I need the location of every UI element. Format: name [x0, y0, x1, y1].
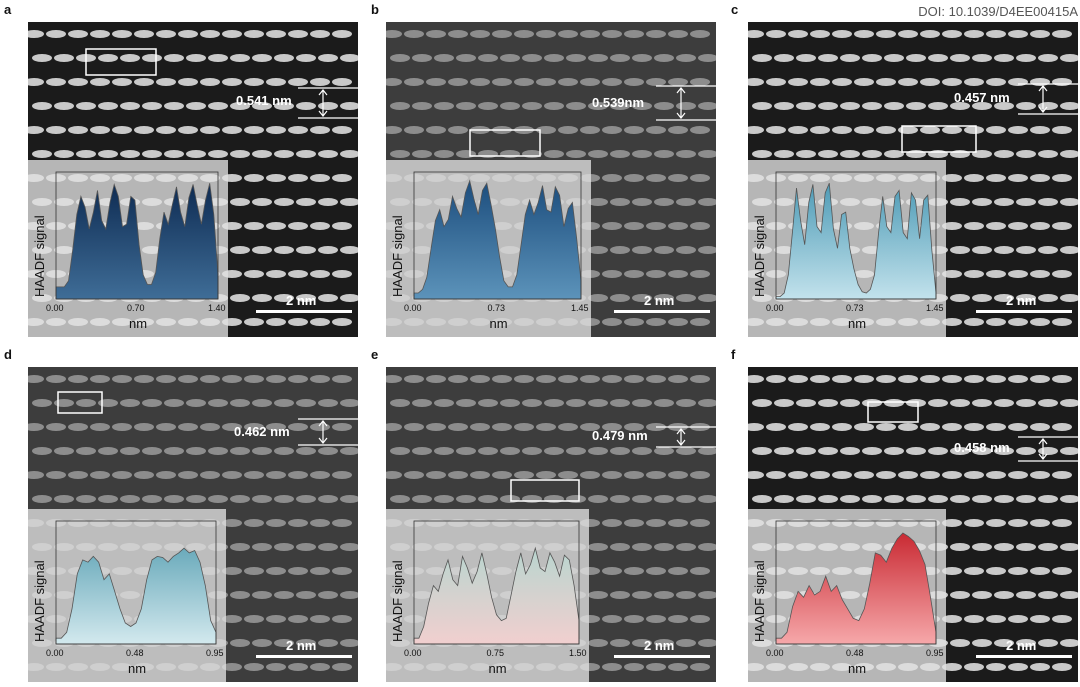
x-tick-label: 1.45	[571, 303, 589, 313]
intensity-profile-inset: 0.00 0.48 0.95 nm HAADF signal	[748, 509, 946, 682]
intensity-profile-plot	[775, 520, 937, 645]
intensity-profile-inset: 0.00 0.73 1.45 nm HAADF signal	[386, 160, 591, 337]
scale-bar-label: 2 nm	[644, 638, 675, 653]
lattice-spacing-label: 0.457 nm	[954, 90, 1010, 105]
x-tick-label: 0.00	[46, 648, 64, 658]
x-axis-label: nm	[489, 316, 508, 331]
x-tick-label: 0.95	[926, 648, 944, 658]
plot-frame	[775, 171, 937, 300]
x-tick-label: 0.00	[404, 303, 422, 313]
x-tick-label: 0.48	[846, 648, 864, 658]
profile-area	[413, 546, 580, 645]
plot-frame	[55, 171, 219, 300]
x-tick-label: 0.00	[46, 303, 64, 313]
panel-a-label: a	[4, 2, 12, 17]
panel-e-label: e	[371, 347, 379, 362]
lattice-spacing-label: 0.479 nm	[592, 428, 648, 443]
y-axis-label: HAADF signal	[32, 215, 47, 297]
intensity-profile-plot	[413, 520, 580, 645]
panel-e-image: 0.479 nm 2 nm 0.00 0.75 1.50 nm HAADF signal	[386, 367, 716, 682]
x-tick-label: 1.50	[569, 648, 587, 658]
lattice-spacing-label: 0.462 nm	[234, 424, 290, 439]
x-tick-label: 0.00	[404, 648, 422, 658]
intensity-profile-inset: 0.00 0.73 1.45 nm HAADF signal	[748, 160, 946, 337]
scale-bar-label: 2 nm	[286, 293, 317, 308]
profile-area	[775, 183, 937, 300]
panel-d-label: d	[4, 347, 12, 362]
y-axis-label: HAADF signal	[752, 215, 767, 297]
plot-frame	[55, 520, 217, 645]
doi-text: DOI: 10.1039/D4EE00415A	[918, 4, 1078, 19]
x-tick-label: 0.73	[487, 303, 506, 313]
intensity-profile-plot	[55, 171, 219, 300]
lattice-spacing-label: 0.539nm	[592, 95, 645, 110]
x-tick-label: 0.70	[127, 303, 145, 313]
profile-area	[55, 547, 217, 645]
x-tick-label: 0.48	[126, 648, 144, 658]
panel-f-image: 0.458 nm 2 nm 0.00 0.48 0.95 nm HAADF signal	[748, 367, 1078, 682]
profile-area	[55, 182, 219, 300]
y-axis-label: HAADF signal	[390, 215, 405, 297]
intensity-profile-inset: 0.00 0.70 1.40 nm HAADF signal	[28, 160, 228, 337]
scale-bar	[614, 655, 710, 658]
x-tick-label: 0.00	[766, 648, 784, 658]
x-axis-label: nm	[128, 661, 147, 676]
y-axis-label: HAADF signal	[390, 560, 405, 642]
intensity-profile-inset: 0.00 0.48 0.95 nm HAADF signal	[28, 509, 226, 682]
panel-d-image: 0.462 nm 2 nm 0.00 0.48 0.95 nm HAADF signal	[28, 367, 358, 682]
scale-bar-label: 2 nm	[1006, 293, 1037, 308]
scale-bar-label: 2 nm	[1006, 638, 1037, 653]
plot-frame	[413, 171, 582, 300]
profile-area	[775, 532, 937, 645]
x-axis-label: nm	[848, 661, 867, 676]
scale-bar	[976, 310, 1072, 313]
panel-b-image: 0.539nm 2 nm 0.00 0.73 1.45 nm HAADF signal	[386, 22, 716, 337]
x-tick-label: 1.40	[208, 303, 226, 313]
scale-bar-label: 2 nm	[286, 638, 317, 653]
lattice-spacing-label: 0.458 nm	[954, 440, 1010, 455]
intensity-profile-plot	[55, 520, 217, 645]
x-axis-label: nm	[129, 316, 148, 331]
x-tick-label: 1.45	[926, 303, 944, 313]
lattice-spacing-label: 0.541 nm	[236, 93, 292, 108]
plot-frame	[413, 520, 580, 645]
panel-f-label: f	[731, 347, 736, 362]
x-tick-label: 0.00	[766, 303, 784, 313]
scale-bar	[256, 655, 352, 658]
x-axis-label: nm	[848, 316, 867, 331]
panel-a-image: 0.541 nm 2 nm 0.00 0.70 1.40 nm HAADF signal	[28, 22, 358, 337]
x-tick-label: 0.75	[486, 648, 505, 658]
panel-b-label: b	[371, 2, 379, 17]
scale-bar	[614, 310, 710, 313]
intensity-profile-plot	[775, 171, 937, 300]
scale-bar	[976, 655, 1072, 658]
plot-frame	[775, 520, 937, 645]
x-axis-label: nm	[488, 661, 507, 676]
panel-c-label: c	[731, 2, 739, 17]
x-tick-label: 0.95	[206, 648, 224, 658]
x-tick-label: 0.73	[846, 303, 864, 313]
panel-c-image: 0.457 nm 2 nm 0.00 0.73 1.45 nm HAADF signal	[748, 22, 1078, 337]
intensity-profile-plot	[413, 171, 582, 300]
scale-bar	[256, 310, 352, 313]
scale-bar-label: 2 nm	[644, 293, 675, 308]
y-axis-label: HAADF signal	[752, 560, 767, 642]
profile-area	[413, 179, 582, 300]
y-axis-label: HAADF signal	[32, 560, 47, 642]
intensity-profile-inset: 0.00 0.75 1.50 nm HAADF signal	[386, 509, 589, 682]
